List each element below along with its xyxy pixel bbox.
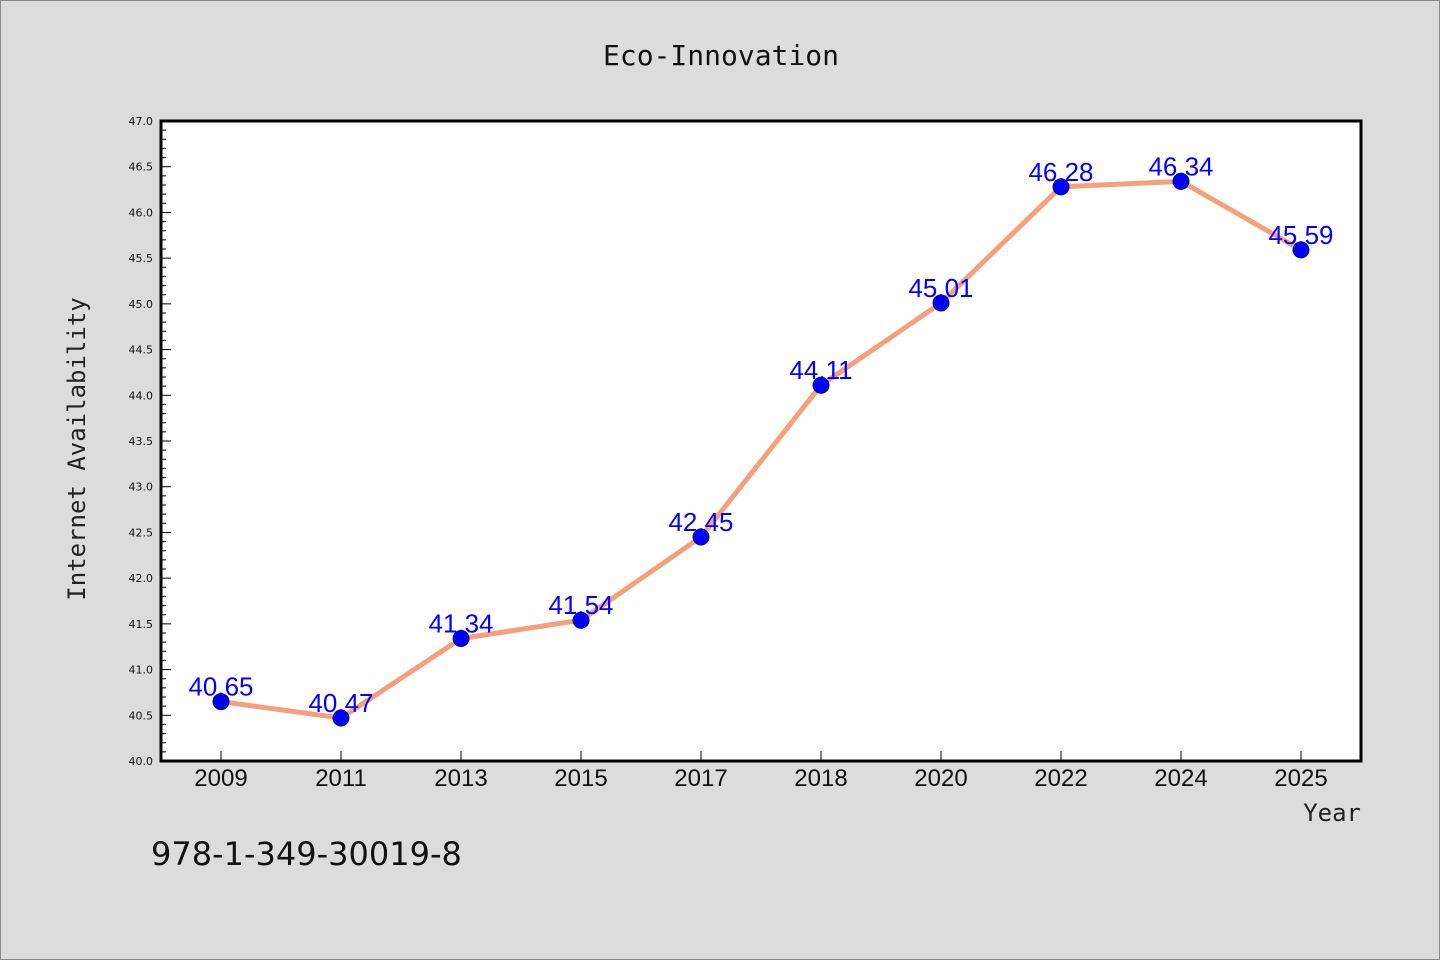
- data-point: [812, 376, 830, 394]
- series-layer: [218, 178, 1304, 721]
- y-axis-title: Internet Availability: [63, 297, 91, 600]
- x-axis-title: Year: [1303, 799, 1361, 827]
- chart-title: Eco-Innovation: [603, 39, 839, 72]
- x-tick-label: 2020: [914, 765, 967, 792]
- y-tick-label: 41.5: [129, 618, 154, 631]
- y-tick-label: 45.5: [129, 252, 154, 265]
- y-tick-label: 45.0: [129, 298, 154, 311]
- x-tick-label: 2024: [1154, 765, 1207, 792]
- data-point: [1292, 241, 1310, 259]
- y-tick-label: 41.0: [129, 664, 154, 677]
- data-point: [572, 611, 590, 629]
- y-axis: 40.0 40.5 41.0 41.5 42.0 42.5 43.0 43.5 44.0 44.5…: [129, 115, 171, 768]
- plot-area: [159, 119, 1363, 763]
- data-label-layer: 40.65 40.47 41.34 41.54 42.45 44.11 45.01 46.28…: [188, 151, 1333, 718]
- data-point: [212, 693, 230, 711]
- y-tick-label: 42.0: [129, 572, 154, 585]
- y-tick-label: 44.0: [129, 389, 154, 402]
- data-label: 40.47: [308, 688, 373, 718]
- data-point: [452, 629, 470, 647]
- data-label: 46.34: [1148, 151, 1213, 181]
- data-label: 40.65: [188, 672, 253, 702]
- data-point: [692, 528, 710, 546]
- y-tick-label: 44.5: [129, 344, 154, 357]
- x-axis: 2009 2011 2013 2015 2017 2018 2020 2022 2024 2025: [194, 751, 1328, 792]
- data-label: 45.01: [908, 273, 973, 303]
- x-tick-label: 2011: [315, 765, 367, 792]
- isbn-annotation: 978-1-349-30019-8: [151, 835, 462, 873]
- y-tick-label: 43.0: [129, 481, 154, 494]
- y-tick-label: 46.0: [129, 206, 154, 219]
- data-label: 41.34: [428, 608, 493, 638]
- x-tick-label: 2013: [434, 765, 487, 792]
- data-point: [1172, 172, 1190, 190]
- y-tick-label: 40.0: [129, 755, 154, 768]
- marker-layer: [212, 172, 1310, 727]
- x-tick-label: 2009: [194, 765, 247, 792]
- x-tick-label: 2018: [794, 765, 847, 792]
- data-point: [1052, 178, 1070, 196]
- data-label: 44.11: [789, 355, 852, 385]
- data-point: [332, 709, 350, 727]
- x-tick-label: 2025: [1274, 765, 1327, 792]
- data-label: 41.54: [548, 590, 613, 620]
- x-tick-label: 2022: [1034, 765, 1087, 792]
- data-label: 46.28: [1028, 157, 1093, 187]
- data-label: 42.45: [668, 507, 733, 537]
- x-tick-label: 2017: [674, 765, 727, 792]
- y-tick-label: 40.5: [129, 709, 154, 722]
- y-tick-label: 47.0: [129, 115, 154, 128]
- data-point: [932, 294, 950, 312]
- x-tick-label: 2015: [554, 765, 607, 792]
- y-tick-label: 43.5: [129, 435, 154, 448]
- data-label: 45.59: [1268, 220, 1333, 250]
- y-tick-label: 46.5: [129, 161, 154, 174]
- series-line: [218, 178, 1304, 721]
- y-tick-label: 42.5: [129, 526, 154, 539]
